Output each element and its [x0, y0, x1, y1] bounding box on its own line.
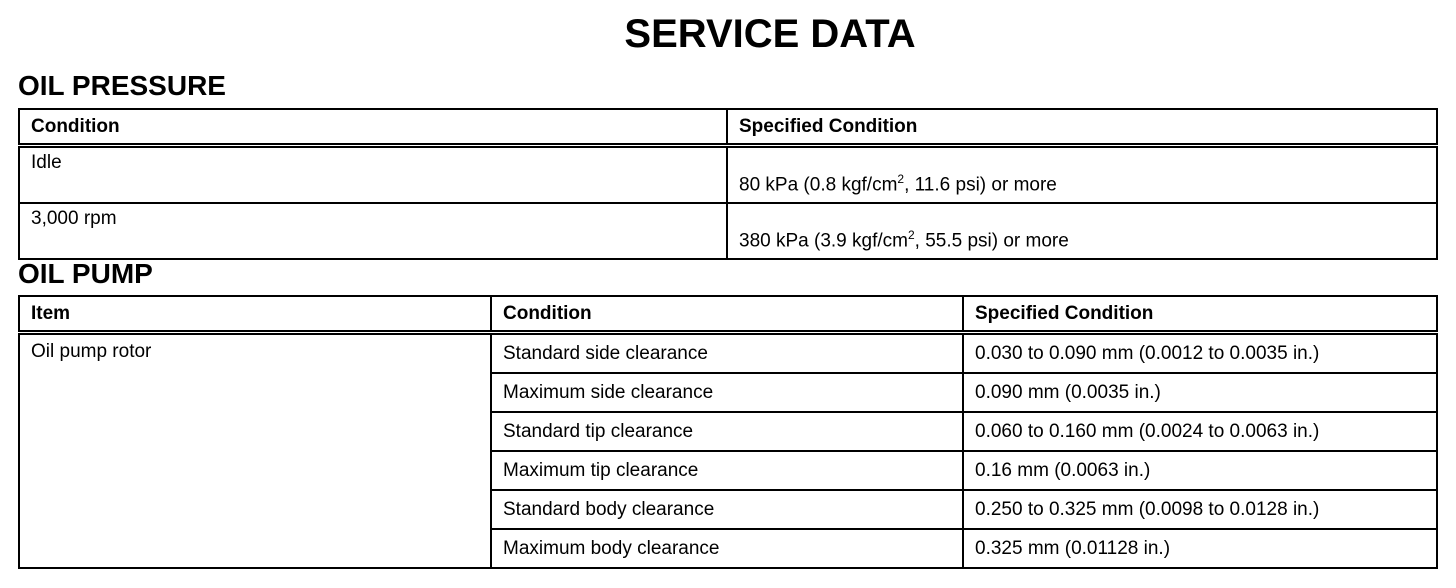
- condition-cell: Maximum body clearance: [490, 528, 964, 569]
- superscript: 2: [907, 227, 915, 242]
- spec-cell: 0.060 to 0.160 mm (0.0024 to 0.0063 in.): [962, 411, 1438, 452]
- condition-cell: Idle: [18, 144, 728, 204]
- table-header-row: Condition Specified Condition: [18, 108, 1438, 148]
- spec-cell: 0.16 mm (0.0063 in.): [962, 450, 1438, 491]
- column-header: Condition: [18, 108, 728, 148]
- superscript: 2: [897, 171, 905, 186]
- table-row: Maximum body clearance 0.325 mm (0.01128…: [19, 528, 1438, 569]
- spec-text: , 11.6 psi) or more: [904, 174, 1057, 195]
- condition-cell: Standard body clearance: [490, 489, 964, 530]
- table-row: Standard tip clearance 0.060 to 0.160 mm…: [19, 411, 1438, 452]
- condition-cell: Maximum tip clearance: [490, 450, 964, 491]
- spec-text: 80 kPa (0.8 kgf/cm: [739, 174, 898, 195]
- table-row: Standard body clearance 0.250 to 0.325 m…: [19, 489, 1438, 530]
- table-row: Maximum tip clearance 0.16 mm (0.0063 in…: [19, 450, 1438, 491]
- spec-cell: 380 kPa (3.9 kgf/cm2, 55.5 psi) or more: [726, 202, 1438, 260]
- spec-cell: 80 kPa (0.8 kgf/cm2, 11.6 psi) or more: [726, 144, 1438, 204]
- section-heading-oil-pressure: OIL PRESSURE: [18, 70, 226, 101]
- table-row: 3,000 rpm 380 kPa (3.9 kgf/cm2, 55.5 psi…: [18, 202, 1438, 260]
- table-header-row: Item Condition Specified Condition: [18, 295, 1438, 335]
- condition-cell: Standard tip clearance: [490, 411, 964, 452]
- oil-pressure-table: Condition Specified Condition Idle 80 kP…: [18, 108, 1438, 260]
- table-row: Maximum side clearance 0.090 mm (0.0035 …: [19, 372, 1438, 413]
- condition-cell: Maximum side clearance: [490, 372, 964, 413]
- column-header: Specified Condition: [962, 295, 1438, 335]
- table-row: Oil pump rotor Standard side clearance 0…: [18, 331, 1438, 569]
- table-row: Idle 80 kPa (0.8 kgf/cm2, 11.6 psi) or m…: [18, 144, 1438, 204]
- spec-text: 380 kPa (3.9 kgf/cm: [739, 230, 908, 251]
- page-title: SERVICE DATA: [624, 12, 916, 56]
- spec-cell: 0.030 to 0.090 mm (0.0012 to 0.0035 in.): [962, 331, 1438, 374]
- spec-cell: 0.090 mm (0.0035 in.): [962, 372, 1438, 413]
- spec-cell: 0.325 mm (0.01128 in.): [962, 528, 1438, 569]
- oil-pump-table: Item Condition Specified Condition Oil p…: [18, 295, 1438, 569]
- condition-cell: 3,000 rpm: [18, 202, 728, 260]
- spec-cell: 0.250 to 0.325 mm (0.0098 to 0.0128 in.): [962, 489, 1438, 530]
- spec-text: , 55.5 psi) or more: [914, 230, 1069, 251]
- column-header: Item: [18, 295, 492, 335]
- condition-cell: Standard side clearance: [490, 331, 964, 374]
- section-heading-oil-pump: OIL PUMP: [18, 258, 153, 289]
- item-cell: Oil pump rotor: [18, 331, 492, 569]
- column-header: Specified Condition: [726, 108, 1438, 148]
- column-header: Condition: [490, 295, 964, 335]
